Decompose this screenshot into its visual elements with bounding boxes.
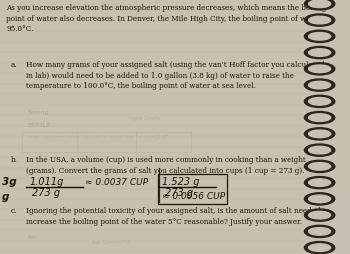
Ellipse shape	[304, 95, 335, 107]
Text: Ignoring the potential toxicity of your assigned salt, is the amount of salt nee: Ignoring the potential toxicity of your …	[26, 207, 330, 226]
Ellipse shape	[309, 146, 331, 154]
Text: a.: a.	[11, 61, 17, 69]
Text: 1.523 g: 1.523 g	[162, 177, 199, 186]
Text: Salong: Salong	[28, 110, 49, 116]
Ellipse shape	[304, 193, 335, 205]
Text: etirar todmomest wolad sidet sdt mi ailuast leait toy broo: etirar todmomest wolad sidet sdt mi ailu…	[28, 135, 154, 139]
Text: Ativ: Ativ	[26, 235, 37, 240]
Ellipse shape	[304, 160, 335, 172]
Ellipse shape	[304, 177, 335, 189]
Ellipse shape	[304, 46, 335, 59]
Ellipse shape	[309, 16, 331, 24]
Text: bat GomestTO: bat GomestTO	[92, 240, 131, 245]
Ellipse shape	[304, 30, 335, 42]
Ellipse shape	[309, 163, 331, 170]
Ellipse shape	[309, 195, 331, 203]
Text: c.: c.	[11, 207, 17, 215]
Ellipse shape	[304, 144, 335, 156]
Ellipse shape	[309, 130, 331, 138]
Text: b.: b.	[11, 156, 18, 164]
Text: g: g	[1, 192, 9, 202]
Ellipse shape	[304, 79, 335, 91]
Text: 12 ST: 12 ST	[154, 135, 168, 140]
Ellipse shape	[304, 14, 335, 26]
Ellipse shape	[304, 225, 335, 237]
Ellipse shape	[309, 65, 331, 73]
Text: In the USA, a volume (cup) is used more commonly in cooking than a weight
(grams: In the USA, a volume (cup) is used more …	[26, 156, 306, 175]
Text: ≈ 0.0037 CUP: ≈ 0.0037 CUP	[85, 178, 148, 187]
Ellipse shape	[309, 0, 331, 8]
Text: ESTALE: ESTALE	[28, 123, 51, 128]
Ellipse shape	[304, 242, 335, 254]
Ellipse shape	[309, 179, 331, 186]
Text: 1.011g: 1.011g	[29, 177, 64, 186]
Text: As you increase elevation the atmospheric pressure decreases, which means the bo: As you increase elevation the atmospheri…	[6, 4, 329, 33]
Ellipse shape	[309, 244, 331, 251]
Ellipse shape	[309, 49, 331, 56]
Text: 3g: 3g	[1, 177, 16, 186]
Ellipse shape	[309, 114, 331, 121]
Ellipse shape	[309, 98, 331, 105]
Ellipse shape	[304, 209, 335, 221]
Ellipse shape	[304, 63, 335, 75]
Text: Ingia Smith: Ingia Smith	[130, 116, 161, 121]
Ellipse shape	[304, 0, 335, 10]
Ellipse shape	[309, 81, 331, 89]
Text: 273 g: 273 g	[32, 188, 61, 198]
Ellipse shape	[309, 211, 331, 219]
Ellipse shape	[304, 128, 335, 140]
Text: How many grams of your assigned salt (using the van’t Hoff factor you calculated: How many grams of your assigned salt (us…	[26, 61, 325, 90]
Text: ≈ 0.0056 CUP: ≈ 0.0056 CUP	[162, 192, 225, 201]
Ellipse shape	[304, 112, 335, 124]
Text: 273 g: 273 g	[165, 188, 193, 198]
Ellipse shape	[309, 228, 331, 235]
Ellipse shape	[309, 33, 331, 40]
